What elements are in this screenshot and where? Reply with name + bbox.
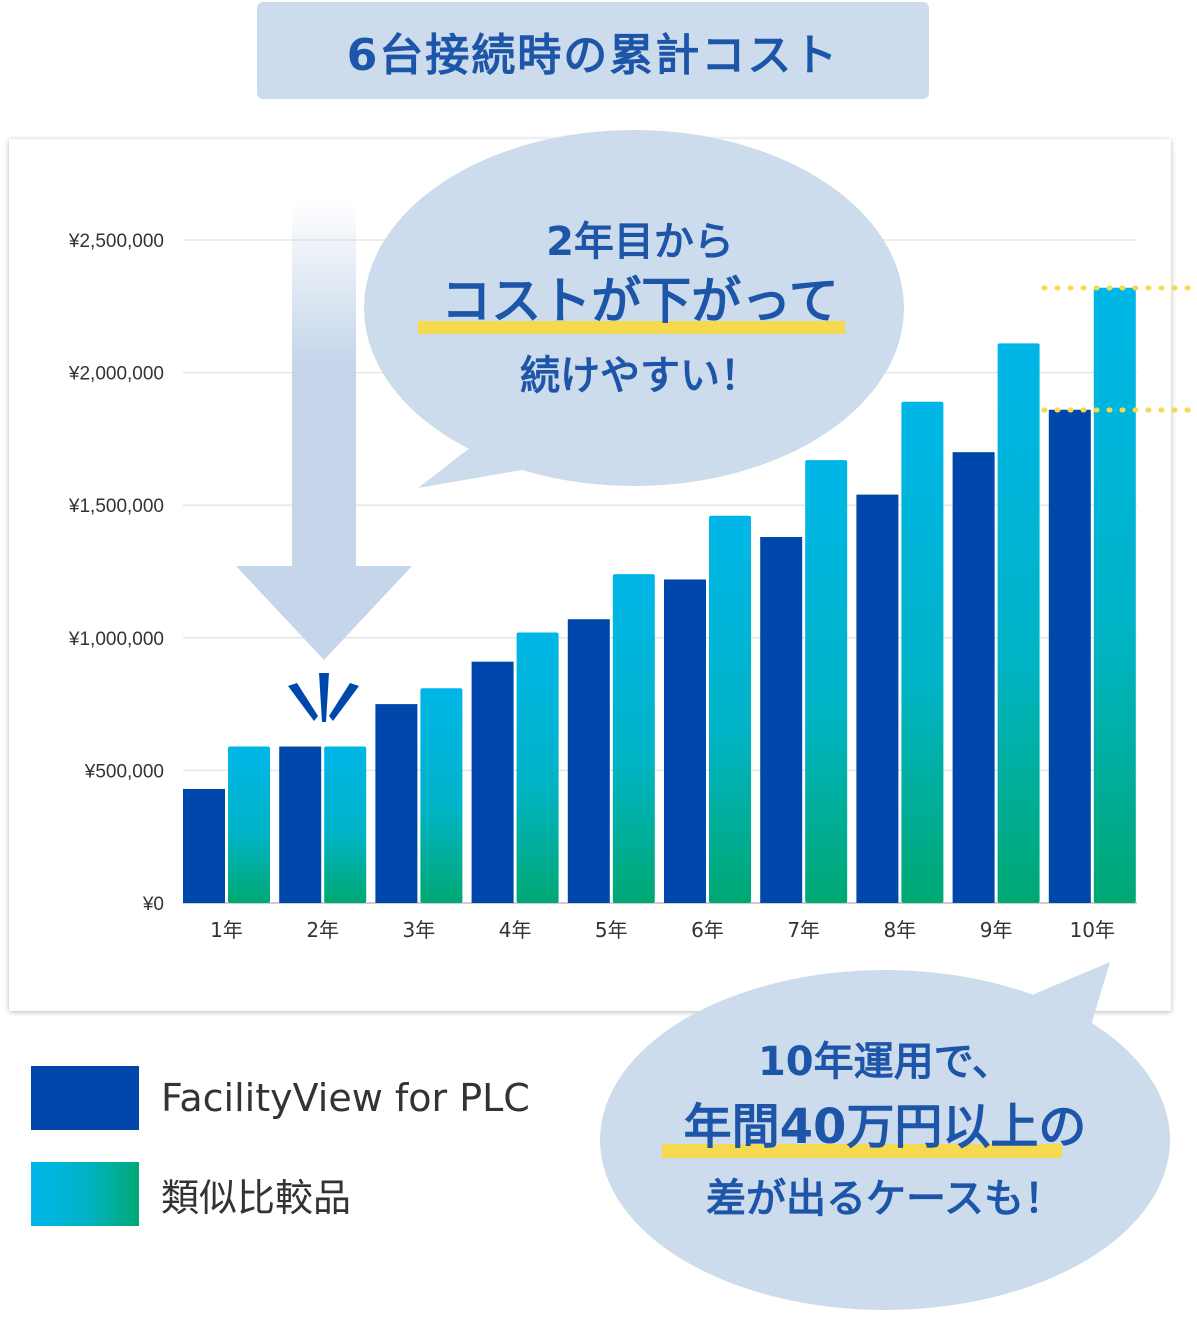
bar-competitor xyxy=(324,746,367,903)
y-tick-label: ¥500,000 xyxy=(84,761,164,782)
bar-facilityview xyxy=(471,661,514,903)
legend-label-facilityview: FacilityView for PLC xyxy=(161,1076,530,1120)
y-tick-label: ¥1,500,000 xyxy=(68,496,164,517)
x-tick-label: 9年 xyxy=(980,918,1013,942)
x-tick-label: 2年 xyxy=(306,918,339,942)
bar-facilityview xyxy=(760,537,803,903)
x-axis-tick-labels: 1年 2年 3年 4年 5年 6年 7年 8年 9年 10年 xyxy=(210,918,1115,942)
callout-top-highlight xyxy=(418,321,845,334)
legend-swatch-competitor xyxy=(31,1162,139,1226)
bar-facilityview xyxy=(1048,409,1091,903)
legend-label-competitor: 類似比較品 xyxy=(161,1175,352,1220)
x-tick-label: 10年 xyxy=(1070,918,1115,942)
bar-marks xyxy=(183,287,1136,904)
callout-top: 2年目から コストが下がって 続けやすい！ xyxy=(364,130,904,488)
bar-facilityview xyxy=(952,452,995,903)
callout-top-line1: 2年目から xyxy=(546,219,734,265)
callout-bottom: 10年運用で、 年間40万円以上の 差が出るケースも！ xyxy=(600,962,1170,1310)
callout-bottom-line2: 年間40万円以上の xyxy=(684,1099,1087,1155)
bar-competitor xyxy=(612,574,655,903)
legend-item-facilityview: FacilityView for PLC xyxy=(31,1066,530,1130)
y-tick-label: ¥0 xyxy=(142,894,164,915)
bar-facilityview xyxy=(279,746,322,903)
bar-competitor xyxy=(805,460,848,903)
callout-bottom-line1: 10年運用で、 xyxy=(758,1039,1012,1085)
bar-competitor xyxy=(709,515,751,903)
x-tick-label: 3年 xyxy=(403,918,436,942)
x-tick-label: 8年 xyxy=(884,918,917,942)
callout-bottom-highlight xyxy=(662,1144,1062,1158)
x-tick-label: 7年 xyxy=(787,918,820,942)
bar-competitor xyxy=(516,632,559,903)
callout-top-line3: 続けやすい！ xyxy=(520,353,760,399)
callout-bottom-line3: 差が出るケースも！ xyxy=(706,1176,1064,1222)
x-tick-label: 6年 xyxy=(691,918,724,942)
x-tick-label: 4年 xyxy=(499,918,532,942)
bar-facilityview xyxy=(856,494,899,903)
y-axis-tick-labels: ¥0 ¥500,000 ¥1,000,000 ¥1,500,000 ¥2,000,000… xyxy=(68,231,164,915)
bar-facilityview xyxy=(567,619,610,903)
legend-swatch-facilityview xyxy=(31,1066,139,1130)
bar-facilityview xyxy=(183,788,225,903)
bar-competitor xyxy=(1093,287,1136,904)
y-tick-label: ¥2,500,000 xyxy=(68,231,164,252)
emphasis-burst-icon xyxy=(288,673,359,722)
x-tick-label: 5年 xyxy=(595,918,628,942)
legend-item-competitor: 類似比較品 xyxy=(31,1162,351,1226)
bar-competitor xyxy=(420,688,463,903)
bar-facilityview xyxy=(375,704,418,903)
x-tick-label: 1年 xyxy=(210,918,243,942)
bar-competitor xyxy=(228,746,270,903)
callout-top-line2: コストが下がって xyxy=(441,272,839,330)
bar-competitor xyxy=(997,343,1040,904)
bar-facilityview xyxy=(664,579,706,903)
down-arrow-icon xyxy=(236,200,412,660)
y-tick-label: ¥1,000,000 xyxy=(68,629,164,650)
chart-title: 6台接続時の累計コスト xyxy=(346,29,840,81)
y-tick-label: ¥2,000,000 xyxy=(68,364,164,385)
bar-competitor xyxy=(901,401,944,903)
chart-title-banner: 6台接続時の累計コスト xyxy=(257,2,929,99)
